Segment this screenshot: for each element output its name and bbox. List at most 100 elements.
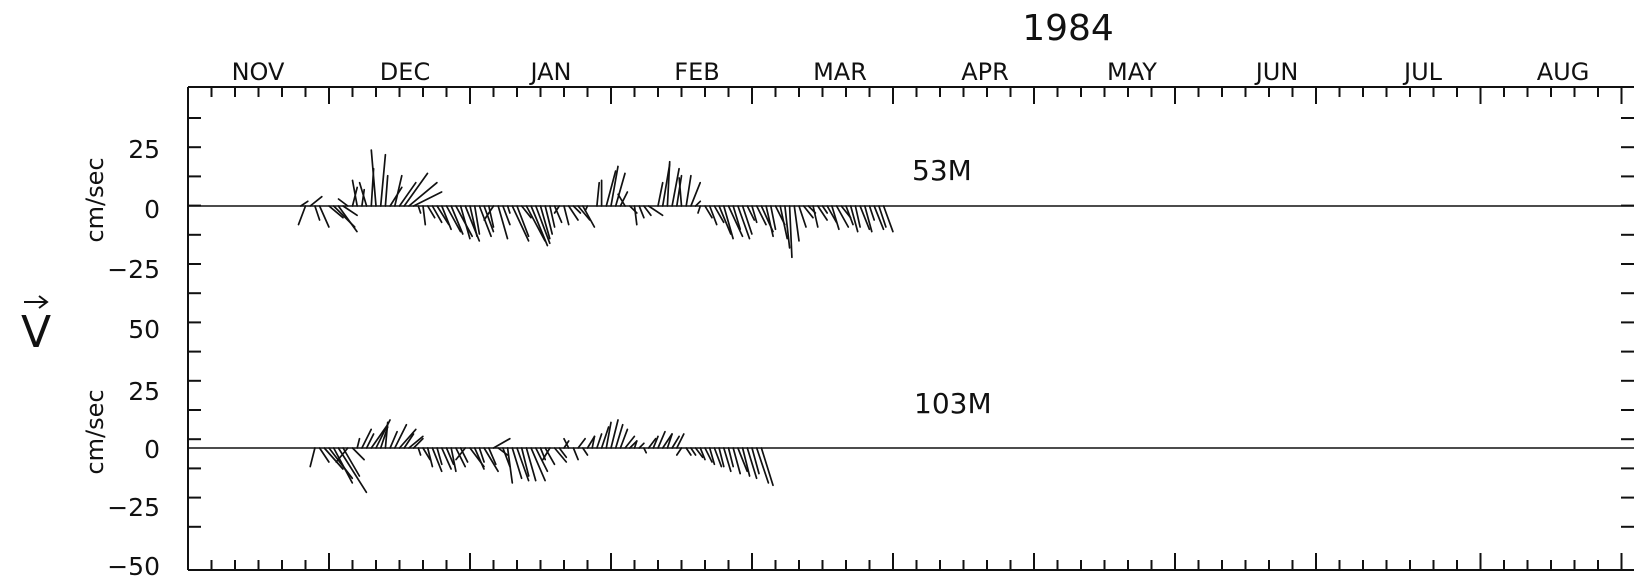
velocity-stick <box>351 447 365 461</box>
month-label: NOV <box>232 58 285 86</box>
velocity-stick <box>478 205 492 238</box>
velocity-stick <box>530 205 549 247</box>
velocity-stick <box>873 205 885 231</box>
velocity-stick <box>685 447 692 456</box>
month-labels: NOV DEC JAN FEB MAR APR MAY JUN JUL AUG <box>232 58 1590 86</box>
velocity-stick <box>605 421 612 449</box>
velocity-stick <box>859 205 871 231</box>
vector-arrow-head <box>38 295 49 309</box>
month-label: APR <box>961 58 1009 86</box>
velocity-stick <box>309 447 316 468</box>
velocity-stick <box>389 186 403 207</box>
panel-103m <box>309 419 774 494</box>
velocity-stick <box>384 421 389 449</box>
velocity-stick <box>398 428 417 449</box>
y-tick-label: −25 <box>107 493 160 522</box>
velocity-stick <box>784 205 791 249</box>
velocity-stick <box>520 447 530 477</box>
velocity-stick <box>502 205 511 226</box>
velocity-stick <box>492 437 511 449</box>
velocity-stick <box>337 198 349 207</box>
velocity-stick <box>727 205 744 238</box>
velocity-stick <box>318 205 330 228</box>
velocity-stick <box>516 205 530 238</box>
velocity-stick <box>328 205 344 219</box>
velocity-stick <box>487 447 497 466</box>
y-tick-label: 0 <box>144 435 160 464</box>
velocity-stick <box>845 205 854 226</box>
velocity-stick <box>459 447 469 463</box>
v-symbol: V <box>21 307 51 358</box>
velocity-stick <box>403 433 415 449</box>
velocity-stick <box>445 205 462 233</box>
velocity-stick <box>426 447 434 468</box>
month-label: JAN <box>528 58 571 86</box>
velocity-stick <box>652 435 659 449</box>
velocity-stick <box>506 205 511 214</box>
velocity-stick <box>779 205 789 240</box>
velocity-stick <box>558 447 568 459</box>
velocity-stick <box>737 447 749 473</box>
velocity-stick <box>342 205 358 217</box>
velocity-stick <box>440 205 452 231</box>
y-tick-label: 50 <box>128 315 160 344</box>
velocity-stick <box>511 447 523 480</box>
velocity-stick <box>619 428 629 449</box>
velocity-stick <box>408 435 424 449</box>
velocity-stick <box>337 205 358 233</box>
velocity-stick <box>746 447 758 480</box>
velocity-stick <box>417 447 422 456</box>
velocity-stick <box>478 447 485 463</box>
velocity-stick <box>596 181 601 207</box>
velocity-stick <box>328 447 354 480</box>
velocity-stick <box>816 205 828 221</box>
month-label: JUN <box>1254 58 1299 86</box>
velocity-stick <box>351 179 359 207</box>
velocity-stick <box>361 188 366 207</box>
year-label: 1984 <box>1022 8 1114 49</box>
velocity-stick <box>675 433 685 449</box>
velocity-stick <box>798 205 807 228</box>
velocity-stick <box>741 205 753 235</box>
velocity-stick <box>617 193 626 207</box>
velocity-stick <box>297 205 307 226</box>
velocity-stick <box>314 205 321 221</box>
velocity-stick <box>849 205 859 233</box>
velocity-stick <box>398 181 417 207</box>
velocity-stick <box>502 447 511 468</box>
velocity-stick <box>694 200 702 207</box>
month-label: DEC <box>380 58 430 86</box>
depth-label-lower: 103M <box>914 387 992 420</box>
velocity-stick <box>697 205 702 214</box>
velocity-stick <box>483 205 495 221</box>
velocity-stick <box>788 205 793 259</box>
velocity-stick <box>431 447 443 473</box>
velocity-stick <box>671 167 680 207</box>
velocity-stick <box>473 205 481 235</box>
velocity-stick <box>863 205 873 233</box>
velocity-stick <box>335 447 349 463</box>
velocity-stick <box>704 205 713 219</box>
velocity-stick <box>755 447 770 484</box>
velocity-stick <box>802 205 814 219</box>
velocity-stick <box>694 447 704 459</box>
velocity-stick <box>567 205 579 221</box>
velocity-stick <box>553 205 563 224</box>
velocity-stick <box>318 447 330 463</box>
velocity-stick <box>633 440 638 449</box>
velocity-stick <box>553 205 561 214</box>
velocity-stick <box>497 205 509 240</box>
velocity-stick <box>534 447 549 473</box>
velocity-stick <box>610 419 619 449</box>
velocity-stick <box>483 447 499 473</box>
velocity-stick <box>647 205 664 217</box>
velocity-stick <box>342 447 361 477</box>
velocity-stick <box>436 205 450 226</box>
month-label: MAR <box>813 58 867 86</box>
velocity-stick <box>854 205 861 228</box>
velocity-stick <box>727 447 735 468</box>
velocity-stick <box>544 205 554 235</box>
velocity-stick <box>422 447 431 461</box>
velocity-stick <box>530 447 546 482</box>
velocity-stick <box>422 205 427 226</box>
